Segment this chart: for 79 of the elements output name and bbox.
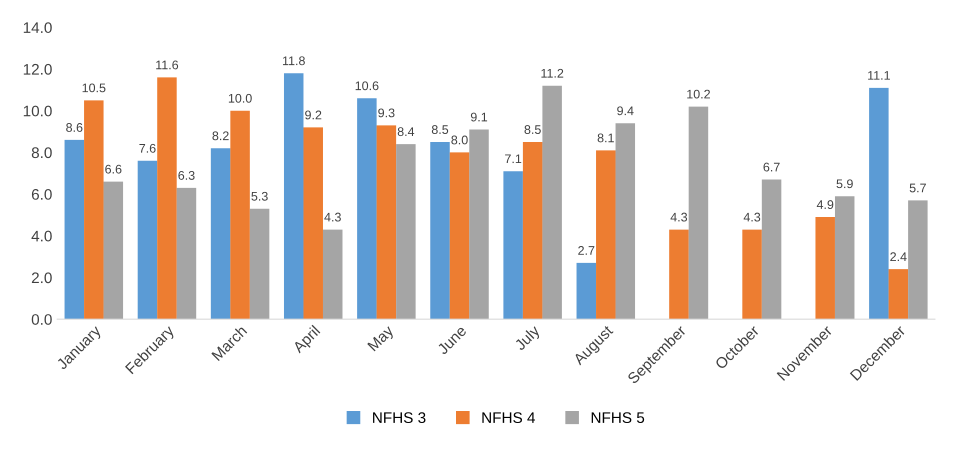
- bar: [230, 110, 250, 320]
- data-label: 4.3: [744, 212, 760, 222]
- data-label: 11.2: [541, 68, 564, 78]
- data-label: 11.8: [282, 56, 305, 66]
- data-label: 7.1: [505, 154, 522, 164]
- bar: [762, 180, 782, 320]
- data-label: 2.7: [578, 246, 594, 255]
- x-tick-label: July: [514, 324, 543, 354]
- bar: [450, 152, 470, 320]
- data-label: 8.4: [398, 127, 414, 136]
- data-label: 10.0: [228, 94, 252, 103]
- data-label: 8.5: [432, 125, 448, 134]
- data-label: 11.1: [868, 71, 890, 80]
- bar: [869, 88, 889, 320]
- data-label: 8.2: [212, 131, 229, 140]
- bar: [84, 100, 104, 320]
- data-label: 9.1: [470, 112, 488, 122]
- data-label: 6.3: [178, 170, 195, 180]
- bar: [542, 86, 562, 320]
- bar: [176, 188, 196, 320]
- y-tick-label: 10.0: [24, 106, 52, 116]
- y-tick-label: 0.0: [32, 314, 52, 325]
- bar: [303, 127, 323, 320]
- bar: [688, 106, 708, 320]
- data-label: 2.4: [890, 252, 907, 262]
- bar: [888, 269, 908, 320]
- y-tick-label: 8.0: [32, 147, 52, 158]
- data-label: 10.5: [82, 83, 106, 92]
- bar: [834, 196, 854, 320]
- bar: [669, 230, 689, 320]
- data-label: 6.7: [764, 162, 780, 172]
- data-label: 8.1: [598, 133, 614, 142]
- bar: [104, 182, 124, 320]
- data-label: 4.3: [324, 212, 341, 222]
- y-tick-label: 2.0: [32, 272, 52, 284]
- data-label: 9.2: [305, 110, 322, 120]
- data-label: 4.9: [816, 200, 834, 210]
- data-label: 8.5: [524, 125, 541, 134]
- data-label: 5.3: [251, 192, 268, 201]
- bar: [742, 230, 762, 320]
- bar: [376, 125, 396, 320]
- legend-label: NFHS 3: [373, 412, 426, 424]
- data-label: 9.3: [378, 108, 395, 118]
- bar: [357, 98, 377, 320]
- y-tick-label: 14.0: [24, 22, 52, 34]
- y-tick-label: 4.0: [31, 230, 52, 242]
- bar: [469, 130, 489, 320]
- bar: [396, 144, 416, 320]
- bar: [430, 142, 450, 320]
- legend-label: NFHS 5: [592, 412, 644, 424]
- data-label: 6.6: [105, 164, 122, 174]
- data-label: 8.0: [451, 136, 468, 144]
- bar: [522, 142, 542, 320]
- bar: [616, 123, 636, 320]
- x-tick-label: May: [367, 324, 396, 354]
- bar: [576, 262, 596, 320]
- data-label: 10.6: [356, 81, 378, 90]
- data-label: 8.6: [66, 123, 82, 132]
- legend-label: NFHS 4: [482, 412, 536, 424]
- bar: [596, 150, 616, 320]
- bar: [815, 217, 835, 320]
- y-tick-label: 12.0: [24, 64, 52, 75]
- data-label: 4.3: [670, 212, 688, 222]
- bar: [210, 148, 230, 320]
- bar: [138, 160, 158, 320]
- data-label: 11.6: [156, 60, 178, 70]
- y-tick-label: 6.0: [32, 188, 52, 200]
- data-label: 10.2: [687, 90, 710, 99]
- bar: [157, 77, 177, 320]
- data-label: 5.9: [836, 179, 853, 188]
- bar: [284, 73, 304, 320]
- bar: [64, 140, 84, 320]
- bar: [322, 230, 342, 320]
- data-label: 9.4: [617, 106, 634, 116]
- bar: [503, 171, 523, 320]
- bar: [250, 208, 270, 320]
- bar: [908, 200, 928, 320]
- data-label: 5.7: [910, 184, 926, 192]
- data-label: 7.6: [139, 144, 156, 153]
